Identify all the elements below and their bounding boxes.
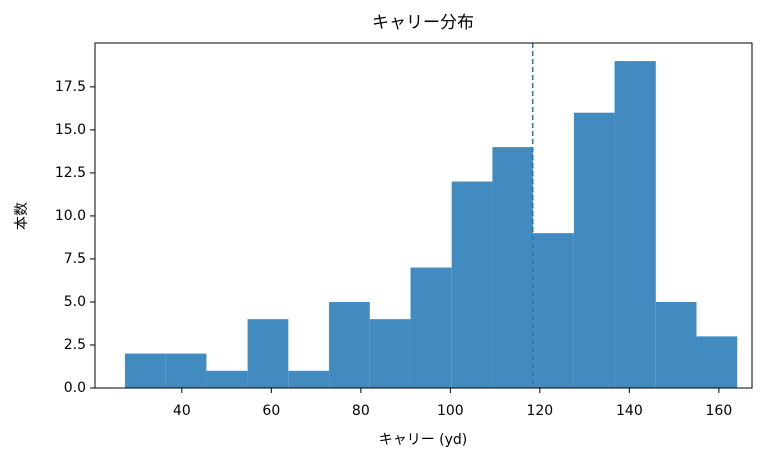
bar xyxy=(247,319,289,388)
bar xyxy=(655,301,697,388)
x-tick-label: 120 xyxy=(526,403,553,419)
bar xyxy=(124,353,166,388)
y-tick-label: 5.0 xyxy=(64,294,86,310)
chart-title: キャリー分布 xyxy=(372,13,474,33)
y-tick-label: 12.5 xyxy=(55,165,86,181)
y-tick-label: 15.0 xyxy=(55,122,86,138)
x-tick-label: 100 xyxy=(437,403,464,419)
y-axis-label: 本数 xyxy=(14,202,30,230)
bar xyxy=(696,336,738,388)
bar xyxy=(410,267,452,388)
bar xyxy=(614,61,656,389)
x-tick-label: 80 xyxy=(352,403,370,419)
bar xyxy=(492,147,534,388)
x-tick-label: 60 xyxy=(262,403,280,419)
y-tick-label: 7.5 xyxy=(64,251,86,267)
y-tick-label: 10.0 xyxy=(55,208,86,224)
bar xyxy=(165,353,207,388)
x-tick-label: 40 xyxy=(173,403,191,419)
bar xyxy=(451,181,493,388)
bar xyxy=(533,233,574,388)
x-tick-label: 140 xyxy=(616,403,643,419)
y-tick-label: 0.0 xyxy=(64,380,86,396)
bar xyxy=(206,370,248,388)
x-tick-label: 160 xyxy=(706,403,733,419)
x-axis-label: キャリー (yd) xyxy=(379,432,468,448)
bar xyxy=(288,370,330,388)
bar xyxy=(369,319,411,388)
bar xyxy=(329,301,370,388)
y-tick-label: 17.5 xyxy=(55,79,86,95)
bar xyxy=(573,112,615,388)
y-tick-label: 2.5 xyxy=(64,337,86,353)
